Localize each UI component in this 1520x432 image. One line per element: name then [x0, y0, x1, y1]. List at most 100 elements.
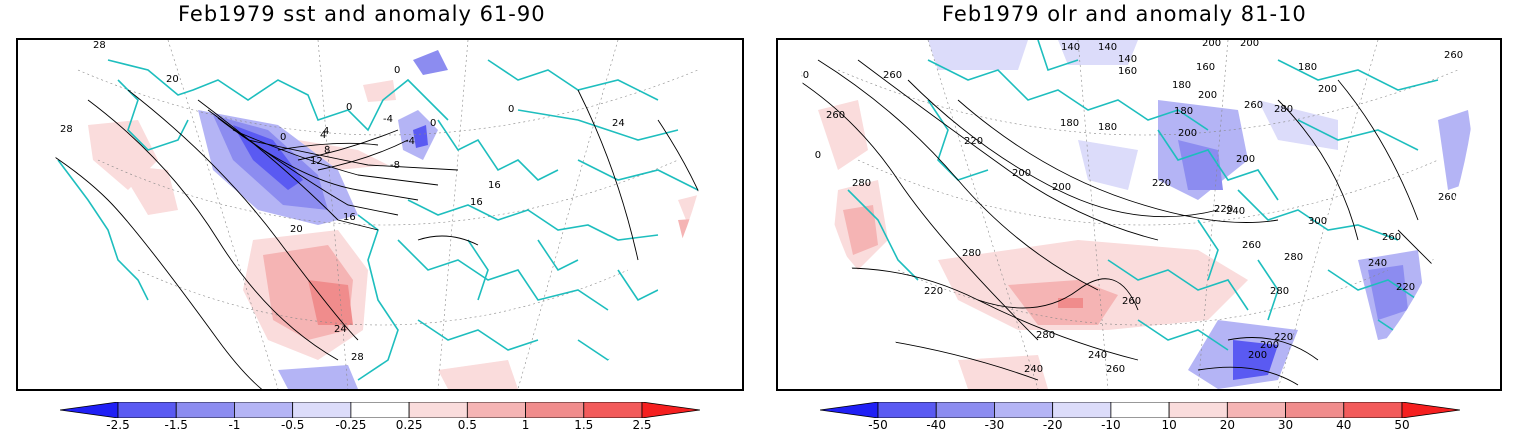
olr-contour-label: 240 — [1368, 258, 1387, 269]
olr-contour-label: 140 — [1098, 42, 1117, 53]
sst-contour-label: 16 — [343, 212, 356, 223]
sst-map: 28 20 28 0 0 4 -4 0 0 -4 4 8 12 -8 16 16 — [16, 38, 744, 391]
olr-contour-label: 220 — [924, 286, 943, 297]
sst-colorbar-swatches — [60, 402, 700, 418]
olr-contour-label: 140 — [1118, 54, 1137, 65]
olr-contour-label: 200 — [1260, 340, 1279, 351]
olr-contour-labels: 140 140 140 200 200 240 260 260 160 180 … — [790, 40, 1463, 375]
olr-contour-label: 180 — [1172, 80, 1191, 91]
olr-contour-label: 200 — [1198, 90, 1217, 101]
olr-contour-label: 260 — [1438, 192, 1457, 203]
colorbar-swatch — [350, 402, 410, 418]
sst-colorbar-label: 0.5 — [457, 418, 477, 432]
sst-contour-label: 8 — [324, 145, 330, 156]
olr-contour-label: 140 — [1061, 42, 1080, 53]
sst-contour-label: 0 — [430, 118, 436, 129]
olr-contour-label: 260 — [1444, 50, 1463, 61]
olr-contour-label: 220 — [1214, 204, 1233, 215]
olr-colorbar-label: 50 — [1394, 418, 1410, 432]
olr-colorbar-label: -40 — [926, 418, 947, 432]
colorbar-swatch — [234, 402, 294, 418]
sst-contour-label: 4 — [320, 130, 326, 141]
sst-coastlines — [57, 59, 699, 381]
sst-contour-label: 0 — [394, 65, 400, 76]
sst-contour-label: 28 — [60, 124, 73, 135]
olr-contour-label: 260 — [1382, 232, 1401, 243]
colorbar-swatch — [994, 402, 1054, 418]
olr-colorbar-labels: -50 -40 -30 -20 -10 10 20 30 40 50 — [820, 418, 1460, 432]
olr-contour-label: 280 — [1432, 258, 1451, 269]
olr-contour-label: 220 — [1274, 332, 1293, 343]
colorbar-swatch — [117, 402, 177, 418]
olr-contour-label: 260 — [1106, 364, 1125, 375]
sst-contour-label: 24 — [612, 118, 625, 129]
olr-colorbar-label: 40 — [1336, 418, 1352, 432]
olr-contour-label: 300 — [1308, 216, 1327, 227]
olr-contour-label: 240 — [1088, 350, 1107, 361]
sst-contour-label: 20 — [166, 74, 179, 85]
olr-contour-label: 240 — [1226, 206, 1245, 217]
olr-contour-label: 220 — [1152, 178, 1171, 189]
colorbar-swatch — [820, 402, 879, 418]
olr-contour-label: 220 — [1396, 282, 1415, 293]
colorbar-swatch — [935, 402, 995, 418]
olr-contour-label: 260 — [1122, 296, 1141, 307]
olr-contour-label: 200 — [1236, 154, 1255, 165]
sst-colorbar-label: 1.5 — [574, 418, 594, 432]
sst-contour-label: 28 — [351, 352, 364, 363]
olr-colorbar-swatches — [820, 402, 1460, 418]
olr-colorbar-label: 20 — [1219, 418, 1235, 432]
olr-contour-label: 280 — [962, 248, 981, 259]
colorbar-swatch — [1226, 402, 1286, 418]
colorbar-swatch — [583, 402, 643, 418]
olr-colorbar-label: -10 — [1101, 418, 1121, 432]
sst-colorbar-label: -0.25 — [335, 418, 367, 432]
sst-contour-label: 24 — [334, 324, 347, 335]
sst-contour-label: -8 — [390, 160, 400, 171]
sst-colorbar-label: 0.25 — [395, 418, 423, 432]
olr-colorbar-label: -30 — [984, 418, 1005, 432]
olr-contour-label: 280 — [1274, 104, 1293, 115]
sst-contour-label: -4 — [405, 136, 415, 147]
olr-contour-label: 200 — [1248, 350, 1267, 361]
olr-contour-label: 200 — [1318, 84, 1337, 95]
colorbar-swatch — [877, 402, 937, 418]
colorbar-swatch — [292, 402, 352, 418]
olr-contour-label: 260 — [826, 110, 845, 121]
sst-contour-label: 0 — [280, 132, 286, 143]
olr-contour-label: 260 — [883, 70, 902, 81]
colorbar-swatch — [1168, 402, 1228, 418]
sst-contour-label: 20 — [290, 224, 303, 235]
olr-contour-label: 240 — [802, 150, 821, 161]
olr-contour-label: 280 — [1284, 252, 1303, 263]
olr-contour-label: 240 — [790, 70, 809, 81]
olr-contour-label: 240 — [1024, 364, 1043, 375]
olr-contour-label: 160 — [1118, 66, 1137, 77]
sst-map-canvas: 28 20 28 0 0 4 -4 0 0 -4 4 8 12 -8 16 16 — [18, 40, 722, 389]
colorbar-swatch — [1110, 402, 1170, 418]
sst-colorbar-label: -0.5 — [280, 418, 305, 432]
colorbar-swatch — [1285, 402, 1345, 418]
sst-contour-labels: 28 20 28 0 0 4 -4 0 0 -4 4 8 12 -8 16 16 — [60, 40, 625, 363]
colorbar-swatch — [60, 402, 119, 418]
olr-contour-label: 160 — [1196, 62, 1215, 73]
olr-panel-title: Feb1979 olr and anomaly 81-10 — [942, 2, 1307, 26]
olr-graticule — [837, 40, 1459, 389]
olr-contour-label: 220 — [792, 198, 811, 209]
sst-contours — [38, 89, 719, 389]
olr-contour-label: 200 — [1240, 40, 1259, 49]
colorbar-swatch — [1052, 402, 1112, 418]
sst-anomaly-shading — [88, 50, 722, 389]
olr-colorbar — [820, 402, 1460, 418]
sst-contour-label: 28 — [93, 40, 106, 51]
sst-colorbar — [60, 402, 700, 418]
sst-colorbar-labels: -2.5 -1.5 -1 -0.5 -0.25 0.25 0.5 1 1.5 2… — [60, 418, 700, 432]
olr-colorbar-label: -20 — [1042, 418, 1063, 432]
olr-contour-label: 180 — [1298, 62, 1317, 73]
colorbar-swatch — [466, 402, 526, 418]
olr-colorbar-label: 10 — [1161, 418, 1177, 432]
sst-colorbar-label: -1.5 — [164, 418, 188, 432]
olr-contour-label: 200 — [1012, 168, 1031, 179]
olr-contour-label: 260 — [1244, 100, 1263, 111]
olr-contour-label: 180 — [1098, 122, 1117, 133]
